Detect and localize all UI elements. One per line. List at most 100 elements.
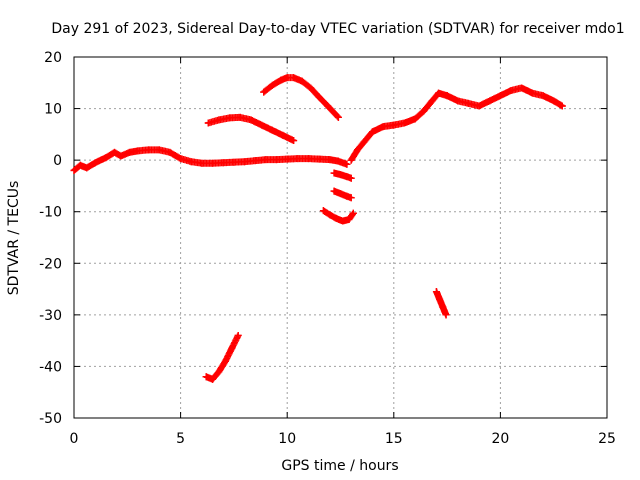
data-point — [345, 215, 353, 223]
data-point — [145, 146, 153, 154]
data-point — [111, 148, 119, 156]
data-point — [258, 121, 266, 129]
data-point — [334, 113, 342, 121]
data-point — [234, 331, 242, 339]
data-point — [337, 171, 344, 179]
data-point — [262, 156, 270, 164]
data-point — [475, 102, 483, 110]
data-point — [215, 116, 223, 124]
data-point — [347, 174, 355, 182]
data-point — [315, 155, 323, 163]
data-point — [324, 102, 332, 110]
data-point — [268, 126, 276, 134]
data-point — [550, 97, 558, 105]
data-point — [236, 113, 244, 121]
data-point — [347, 156, 355, 164]
data-point — [273, 156, 281, 164]
data-point — [277, 76, 285, 84]
data-point — [283, 74, 291, 82]
data-point — [305, 155, 313, 163]
data-point — [204, 119, 212, 127]
data-point — [228, 344, 236, 352]
plus-markers — [432, 288, 450, 319]
data-point — [230, 158, 238, 166]
data-point — [507, 87, 515, 95]
y-tick-label: 10 — [44, 102, 62, 118]
y-tick-label: -40 — [39, 359, 62, 375]
data-point — [443, 92, 451, 100]
data-point — [76, 161, 84, 169]
data-point — [330, 187, 338, 195]
data-point — [337, 190, 344, 198]
data-point — [411, 115, 419, 123]
data-point — [268, 81, 276, 89]
data-point — [260, 88, 268, 96]
data-point — [360, 138, 368, 146]
data-point — [343, 192, 351, 200]
data-point — [134, 147, 142, 155]
data-point — [91, 159, 99, 167]
data-point — [298, 77, 306, 85]
grid-lines — [74, 57, 607, 418]
data-point — [339, 217, 347, 225]
plus-markers — [443, 84, 566, 110]
data-point — [102, 154, 110, 162]
data-point — [326, 211, 334, 219]
data-point — [400, 119, 408, 127]
data-point — [247, 116, 255, 124]
data-point — [294, 155, 302, 163]
data-point — [354, 146, 362, 154]
data-point — [496, 92, 504, 100]
series-low-17h — [432, 288, 450, 319]
data-point — [464, 99, 472, 107]
x-tick-label: 25 — [598, 431, 616, 447]
x-tick-label: 20 — [491, 431, 509, 447]
data-point — [428, 97, 436, 105]
data-point — [326, 156, 334, 164]
data-point — [435, 89, 443, 97]
data-point — [283, 155, 291, 163]
series-segment-12.2h-b — [330, 187, 355, 202]
chart-title: Day 291 of 2023, Sidereal Day-to-day VTE… — [51, 21, 624, 37]
data-point — [343, 173, 351, 181]
y-tick-label: -20 — [39, 256, 62, 272]
data-point — [215, 368, 223, 376]
data-point — [439, 303, 447, 311]
series-arc-9to12h — [260, 74, 342, 121]
plus-markers — [319, 207, 357, 225]
data-point — [368, 128, 376, 136]
data-point — [315, 93, 323, 101]
series-segment-12.2h-a — [330, 169, 355, 182]
data-point — [558, 102, 566, 110]
data-point — [343, 160, 351, 168]
x-tick-label: 5 — [176, 431, 185, 447]
y-tick-label: -50 — [39, 411, 62, 427]
plus-markers — [202, 331, 242, 383]
data-point — [209, 159, 217, 167]
data-point — [319, 207, 327, 215]
series-arc-7to10h — [204, 113, 298, 145]
data-series — [70, 74, 566, 383]
series-low-6.5h — [202, 331, 242, 383]
data-point — [528, 89, 536, 97]
data-point — [290, 137, 298, 145]
series-rise-13to17h — [347, 89, 451, 164]
data-point — [209, 375, 217, 383]
data-point — [279, 131, 287, 139]
plot-frame — [73, 56, 608, 419]
y-axis-label: SDTVAR / TECUs — [6, 181, 22, 296]
data-point — [198, 159, 206, 167]
data-point — [241, 158, 249, 166]
data-point — [221, 357, 229, 365]
series-band-17to23h — [443, 84, 566, 110]
data-point — [226, 114, 234, 122]
series-segment-11.7h — [319, 207, 357, 225]
data-point — [432, 288, 440, 296]
data-point — [436, 295, 444, 303]
data-point — [70, 166, 78, 174]
data-point — [155, 146, 163, 154]
data-point — [187, 158, 195, 166]
data-point — [307, 84, 315, 92]
y-tick-label: 0 — [53, 153, 62, 169]
